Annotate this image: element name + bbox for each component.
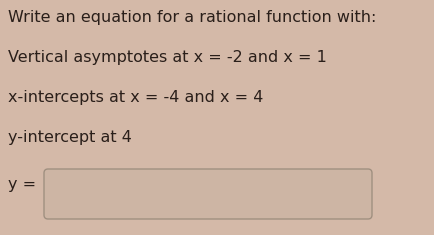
Text: Write an equation for a rational function with:: Write an equation for a rational functio…: [8, 10, 375, 25]
Text: y =: y =: [8, 177, 36, 192]
Text: x-intercepts at x = -4 and x = 4: x-intercepts at x = -4 and x = 4: [8, 90, 263, 105]
Text: y-intercept at 4: y-intercept at 4: [8, 130, 132, 145]
Text: Vertical asymptotes at x = -2 and x = 1: Vertical asymptotes at x = -2 and x = 1: [8, 50, 326, 65]
FancyBboxPatch shape: [44, 169, 371, 219]
